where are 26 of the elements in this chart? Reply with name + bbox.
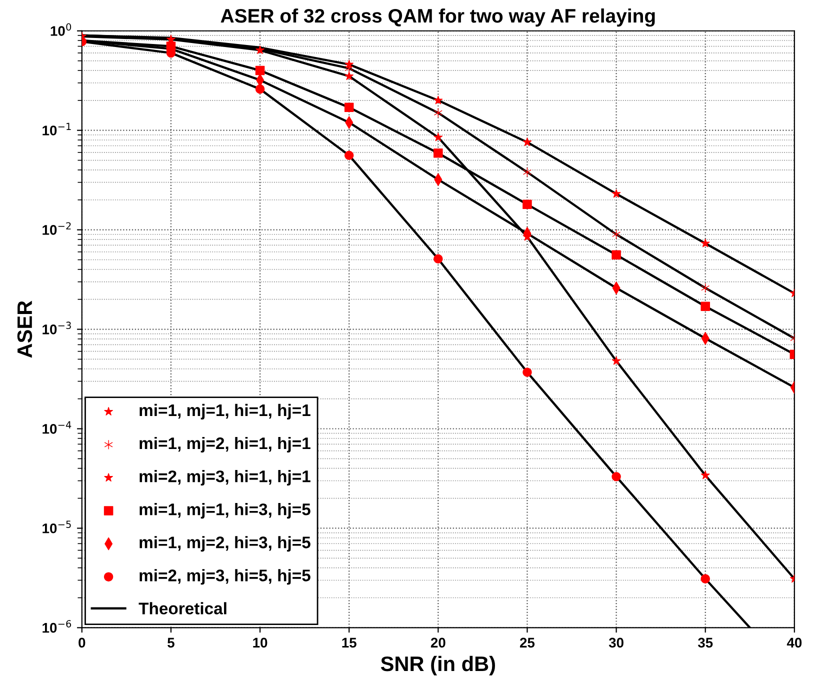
- x-axis-title: SNR (in dB): [380, 656, 495, 676]
- legend-label: mi=2, mj=3, hi=5, hj=5: [140, 569, 310, 585]
- x-tick-label: 40: [786, 638, 802, 648]
- y-axis-title: ASER: [17, 300, 32, 358]
- y-tick-label: 10$^{−1}$: [42, 122, 71, 136]
- y-tick-label: 10$^{0}$: [50, 23, 72, 36]
- x-tick-label: 35: [698, 638, 713, 648]
- x-tick-label: 20: [430, 638, 446, 648]
- chart-title: ASER of 32 cross QAM for two way AF relaying: [220, 8, 655, 27]
- x-tick-label: 0: [78, 638, 86, 648]
- y-tick-label: 10$^{−6}$: [42, 620, 72, 633]
- x-tick-label: 10: [253, 638, 268, 648]
- y-tick-label: 10$^{−3}$: [42, 322, 71, 334]
- legend-label: mi=1, mj=1, hi=3, hj=5: [140, 503, 310, 519]
- legend-label: mi=1, mj=2, hi=1, hj=1: [140, 436, 310, 453]
- x-tick-label: 25: [520, 638, 535, 648]
- x-tick-label: 30: [608, 638, 624, 648]
- x-tick-label: 5: [168, 638, 174, 648]
- x-tick-label: 15: [342, 638, 356, 648]
- y-tick-label: 10$^{−2}$: [42, 222, 71, 235]
- legend-label: mi=1, mj=2, hi=3, hj=5: [140, 536, 310, 552]
- y-tick-label: 10$^{−5}$: [42, 520, 71, 534]
- legend-label: mi=2, mj=3, hi=1, hj=1: [140, 470, 310, 486]
- legend-label: Theoretical: [138, 602, 226, 614]
- y-tick-label: 10$^{−4}$: [42, 421, 72, 434]
- legend-label: mi=1, mj=1, hi=1, hj=1: [140, 404, 310, 420]
